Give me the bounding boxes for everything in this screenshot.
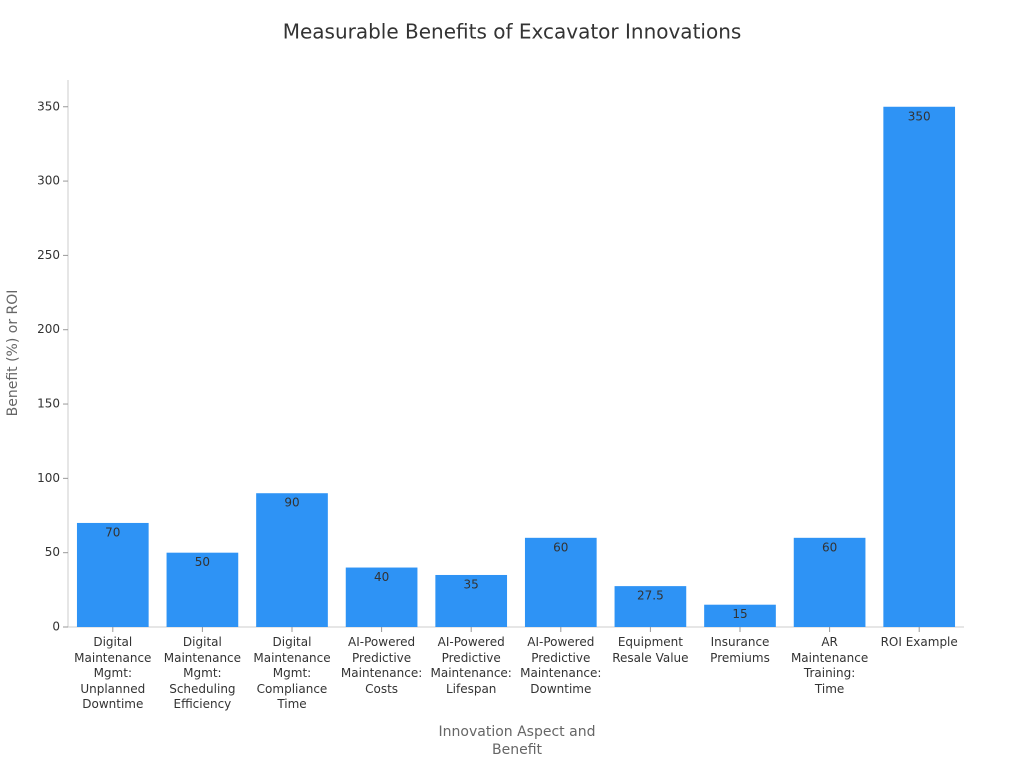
value-label: 27.5 bbox=[637, 589, 664, 603]
x-tick-label: Digital Maintenance Mgmt: Unplanned Down… bbox=[74, 635, 152, 712]
y-tick-label: 0 bbox=[52, 620, 60, 634]
x-tick-label: Insurance Premiums bbox=[710, 635, 770, 665]
bar bbox=[793, 537, 866, 627]
bar bbox=[524, 537, 597, 627]
x-tick-label: Digital Maintenance Mgmt: Scheduling Eff… bbox=[163, 635, 242, 712]
value-label: 60 bbox=[553, 540, 568, 554]
y-tick-label: 100 bbox=[37, 471, 60, 485]
x-axis-label: Innovation Aspect and Benefit bbox=[438, 724, 596, 758]
y-tick-label: 300 bbox=[37, 174, 60, 188]
bar bbox=[614, 586, 687, 627]
y-tick-label: 150 bbox=[37, 397, 60, 411]
value-label: 50 bbox=[195, 555, 210, 569]
bar bbox=[76, 522, 149, 627]
x-tick-label: AR Maintenance Training: Time bbox=[790, 635, 869, 696]
bar bbox=[435, 574, 508, 627]
y-axis-label: Benefit (%) or ROI bbox=[5, 290, 21, 417]
bar bbox=[166, 552, 239, 627]
bar bbox=[883, 106, 956, 627]
y-tick-label: 350 bbox=[37, 99, 60, 113]
value-label: 15 bbox=[732, 607, 747, 621]
bar bbox=[256, 493, 328, 627]
x-tick-label: Digital Maintenance Mgmt: Compliance Tim… bbox=[253, 635, 331, 712]
bar bbox=[345, 567, 418, 627]
value-label: 60 bbox=[822, 540, 837, 554]
y-tick-label: 200 bbox=[37, 322, 60, 336]
value-label: 350 bbox=[908, 109, 931, 123]
value-label: 40 bbox=[374, 570, 389, 584]
y-tick-label: 250 bbox=[37, 248, 60, 262]
value-label: 90 bbox=[284, 496, 299, 510]
value-label: 35 bbox=[464, 577, 479, 591]
value-label: 70 bbox=[105, 525, 120, 539]
x-tick-label: Equipment Resale Value bbox=[612, 635, 689, 665]
x-tick-label: AI-Powered Predictive Maintenance: Lifes… bbox=[430, 635, 512, 696]
x-tick-label: AI-Powered Predictive Maintenance: Costs bbox=[340, 635, 423, 696]
chart-title: Measurable Benefits of Excavator Innovat… bbox=[283, 20, 742, 44]
bar bbox=[704, 604, 776, 627]
x-tick-label: AI-Powered Predictive Maintenance: Downt… bbox=[520, 635, 602, 696]
x-tick-label: ROI Example bbox=[880, 635, 958, 649]
y-tick-label: 50 bbox=[45, 545, 60, 559]
